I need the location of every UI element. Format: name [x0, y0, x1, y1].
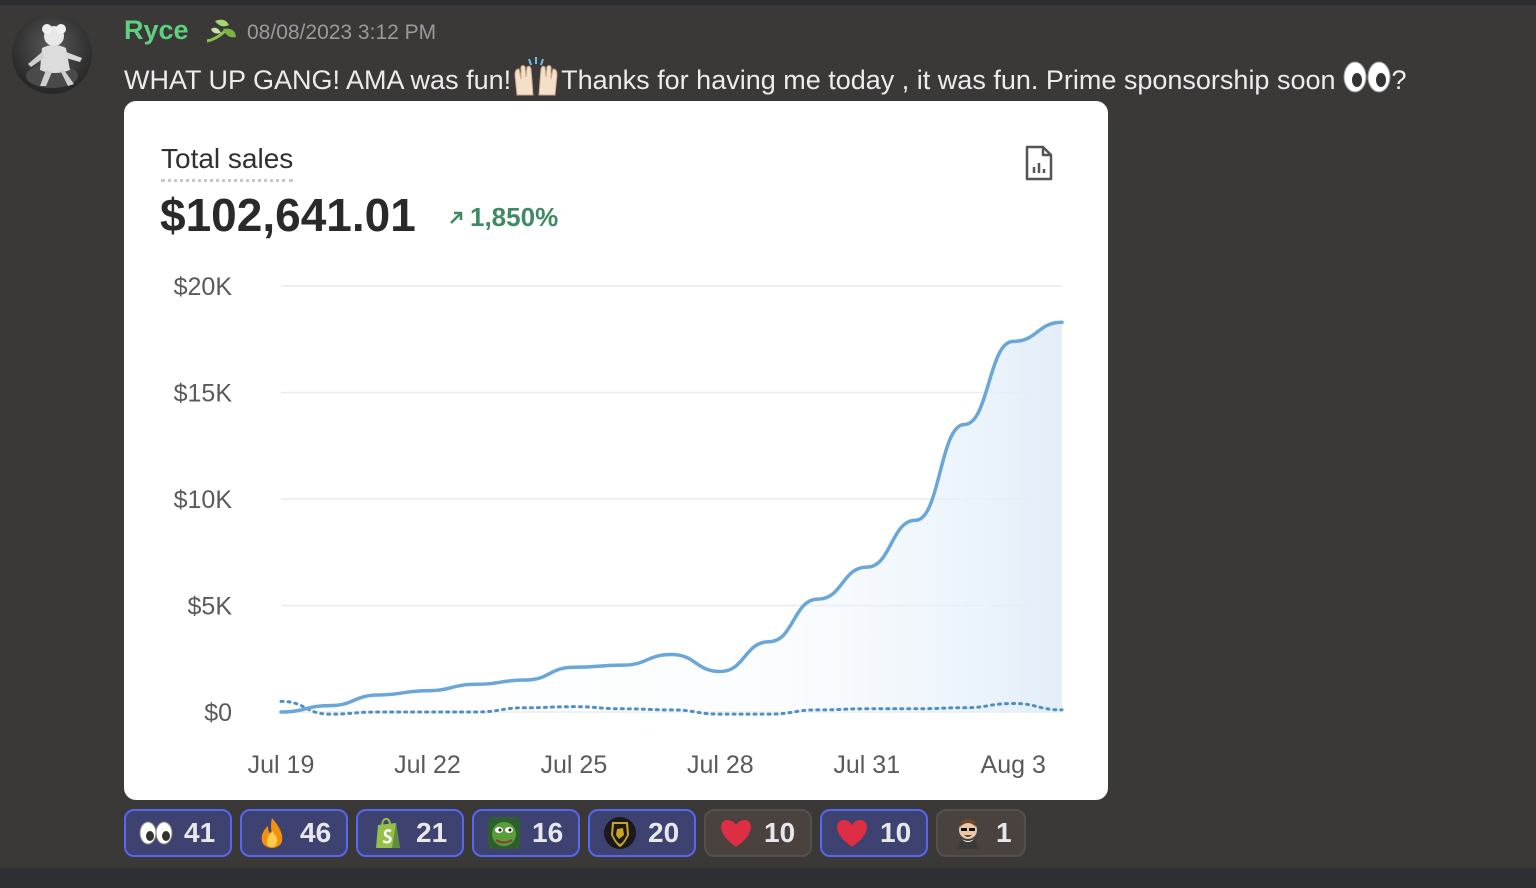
previous-period-line — [279, 699, 1064, 716]
reaction-count: 46 — [300, 817, 332, 848]
x-tick-label: Jul 31 — [833, 751, 900, 779]
avatar-figure-icon — [26, 24, 82, 88]
reaction-pepe[interactable]: 16 — [472, 809, 580, 857]
x-tick-label: Jul 28 — [687, 751, 754, 779]
shakespeare-icon — [950, 815, 986, 851]
y-tick-label: $5K — [188, 593, 233, 621]
y-tick-label: $15K — [174, 380, 233, 408]
sales-area-fill — [281, 322, 1062, 712]
eyes-icon — [138, 815, 174, 851]
y-tick-label: $20K — [174, 273, 233, 301]
total-sales-value: $102,641.01 — [160, 189, 416, 241]
reaction-lamborghini[interactable]: 20 — [588, 809, 696, 857]
sales-change-value: 1,850% — [470, 202, 559, 232]
message-text-part2: Thanks for having me today , it was fun.… — [561, 65, 1336, 95]
reaction-count: 21 — [416, 817, 448, 848]
reaction-heart[interactable]: 10 — [820, 809, 928, 857]
fire-icon — [254, 815, 290, 851]
heart-icon — [834, 815, 870, 851]
x-tick-label: Jul 22 — [394, 751, 461, 779]
x-tick-label: Jul 19 — [248, 751, 315, 779]
author-name[interactable]: Ryce — [124, 15, 189, 45]
reaction-count: 41 — [184, 817, 216, 848]
message-text: WHAT UP GANG! AMA was fun! Thanks for ha… — [124, 57, 1407, 104]
channel-bottom-edge — [0, 868, 1536, 888]
reaction-fire[interactable]: 46 — [240, 809, 348, 857]
y-tick-label: $0 — [204, 699, 232, 727]
pepe-icon — [486, 815, 522, 851]
avatar[interactable] — [12, 14, 92, 94]
current-period-line — [279, 320, 1064, 714]
message-text-part1: WHAT UP GANG! AMA was fun! — [124, 65, 512, 95]
channel-top-edge — [0, 0, 1536, 5]
x-tick-label: Aug 3 — [981, 751, 1046, 779]
lamborghini-icon — [602, 815, 638, 851]
reaction-eyes[interactable]: 41 — [124, 809, 232, 857]
y-tick-label: $10K — [174, 486, 233, 514]
embed-title: Total sales — [161, 143, 294, 182]
reaction-shopify[interactable]: 21 — [356, 809, 464, 857]
report-icon[interactable] — [1021, 143, 1057, 183]
sales-change: 1,850% — [446, 202, 558, 233]
x-tick-label: Jul 25 — [541, 751, 608, 779]
reaction-count: 10 — [880, 817, 912, 848]
reaction-count: 16 — [532, 817, 564, 848]
sales-line-chart: $0 $5K $10K $15K $20K Jul 19 Jul 22 Jul 25 Jul … — [174, 273, 1064, 779]
message-text-part3: ? — [1391, 65, 1407, 95]
shopify-icon — [370, 815, 406, 851]
sales-embed-card[interactable]: $0 $5K $10K $15K $20K Jul 19 Jul 22 Jul 25 Jul … — [124, 101, 1108, 800]
raised-hands-icon — [511, 57, 561, 104]
reaction-heart[interactable]: 10 — [704, 809, 812, 857]
arrow-up-right-icon — [450, 211, 463, 224]
heart-icon — [718, 815, 754, 851]
leaf-role-icon — [203, 15, 239, 47]
reaction-count: 20 — [648, 817, 680, 848]
reaction-count: 1 — [996, 817, 1012, 848]
message-timestamp: 08/08/2023 3:12 PM — [247, 21, 437, 44]
eyes-icon — [1342, 59, 1392, 102]
reaction-count: 10 — [764, 817, 796, 848]
reaction-shakespeare[interactable]: 1 — [936, 809, 1026, 857]
